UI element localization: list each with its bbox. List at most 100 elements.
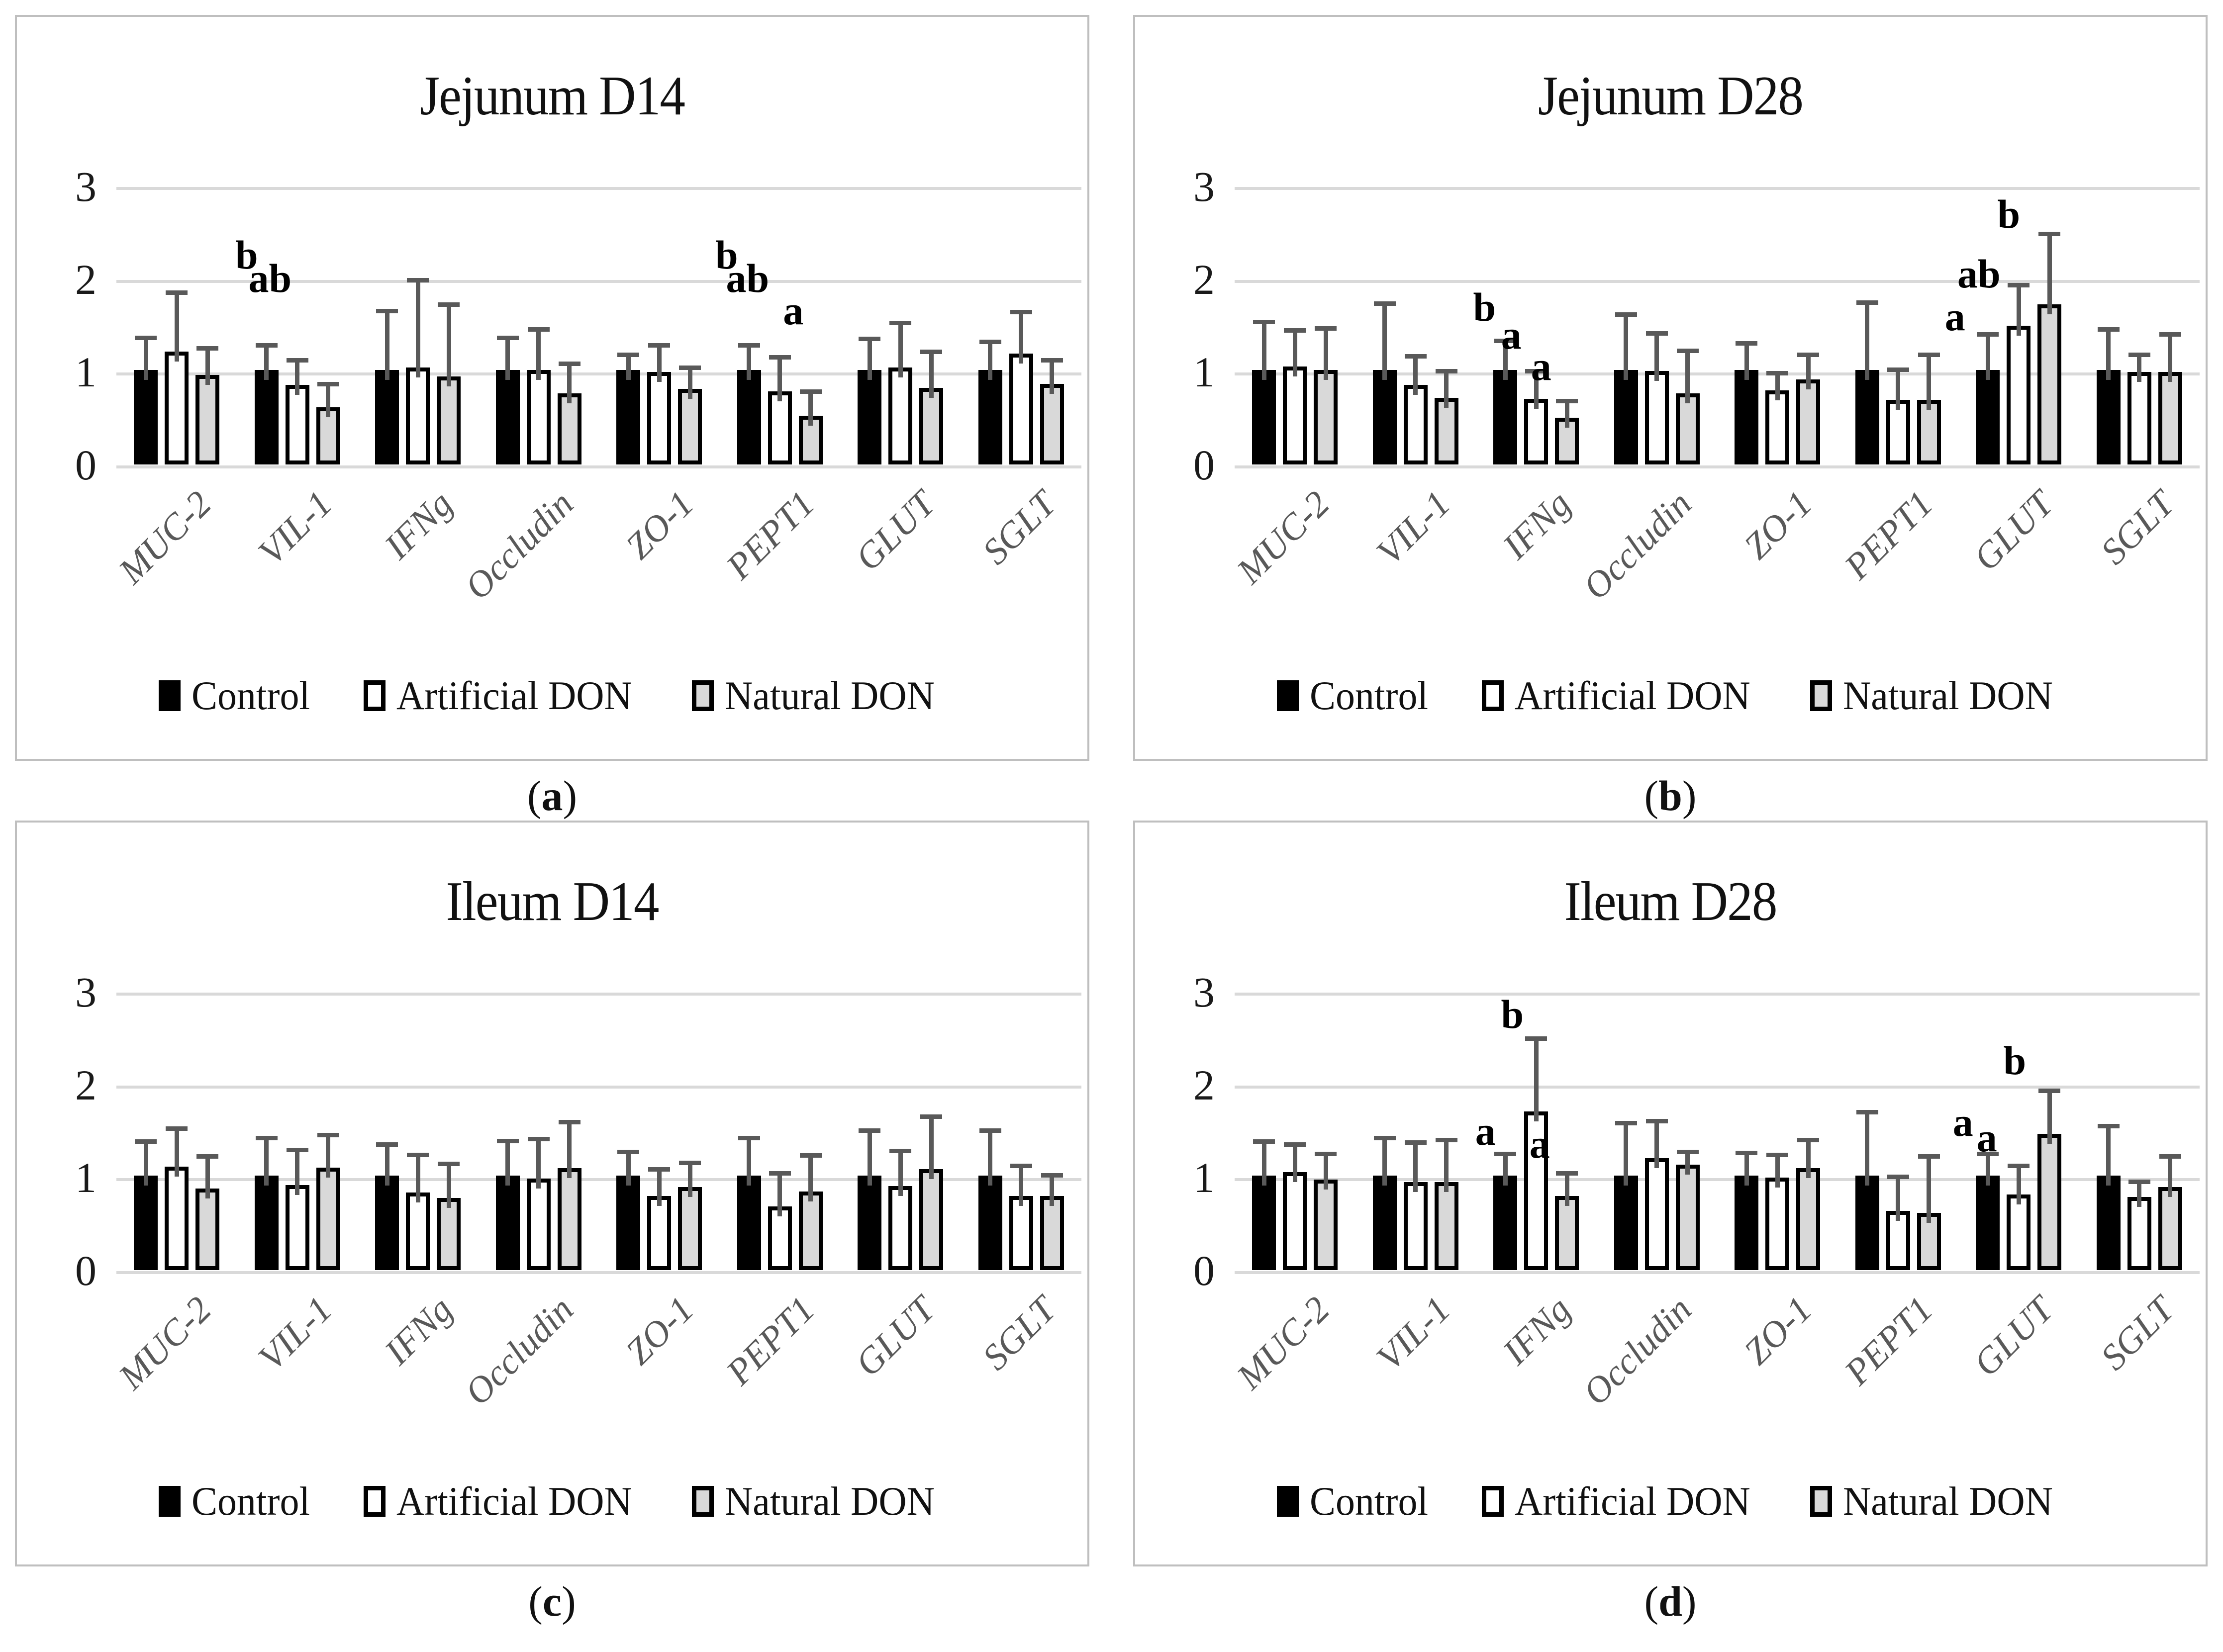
- legend-label-artificial-don: Artificial DON: [1514, 673, 1750, 718]
- bar-artificial-vil-1: [1403, 385, 1428, 464]
- error-bar-stem: [2168, 333, 2173, 382]
- error-bar-stem: [1865, 301, 1870, 380]
- bar-control-muc-2: [134, 370, 158, 464]
- error-bar-cap: [679, 365, 701, 370]
- legend-item-natural-don: Natural DON: [691, 672, 946, 719]
- error-bar-stem: [1744, 1151, 1749, 1186]
- chart-panel-c: Ileum D14 0 1 2 3 MUC-2 VIL-1 IFNg Occludin ZO-1 P…: [15, 821, 1089, 1566]
- error-bar-stem: [808, 390, 813, 426]
- error-bar-stem: [385, 1143, 389, 1186]
- error-bar-stem: [988, 1129, 993, 1186]
- caption-letter: d: [1658, 1577, 1682, 1625]
- significance-letter-ab: ab: [1957, 251, 2001, 296]
- gridline-y0: [1235, 1271, 2200, 1274]
- bar-natural-ifng: [437, 376, 461, 464]
- error-bar-cap: [438, 302, 460, 307]
- significance-letter-ab: ab: [248, 255, 292, 301]
- y-axis-tick-1: 1: [75, 1154, 97, 1202]
- error-bar-stem: [1806, 1138, 1811, 1179]
- bar-natural-vil-1: [1434, 1182, 1458, 1270]
- error-bar-stem: [2106, 1124, 2111, 1186]
- error-bar-stem: [1019, 310, 1024, 364]
- error-bar-stem: [2106, 328, 2111, 380]
- error-bar-cap: [2128, 1179, 2150, 1184]
- bar-natural-zo-1: [1796, 1168, 1821, 1270]
- error-bar-cap: [799, 389, 822, 394]
- error-bar-stem: [1927, 353, 1932, 410]
- bar-control-vil-1: [1372, 1176, 1397, 1270]
- error-bar-cap: [1615, 312, 1637, 317]
- caption-paren: ): [1682, 1577, 1697, 1625]
- gridline-y2: [116, 1085, 1081, 1089]
- bar-natural-muc-2: [195, 374, 220, 464]
- bar-artificial-ifng: [406, 367, 430, 464]
- error-bar-cap: [769, 355, 791, 360]
- error-bar-stem: [1806, 353, 1811, 389]
- y-axis-tick-3: 3: [1193, 162, 1215, 210]
- error-bar-stem: [505, 1139, 510, 1186]
- error-bar-stem: [1624, 313, 1629, 380]
- significance-letter-b: b: [235, 232, 258, 278]
- significance-letter-a: a: [1952, 1099, 1973, 1145]
- error-bar-cap: [1253, 1139, 1275, 1144]
- bar-control-sglt: [2096, 1176, 2121, 1270]
- error-bar-cap: [738, 1135, 760, 1140]
- significance-letter-b: b: [1473, 284, 1496, 330]
- legend-swatch-control: [1277, 680, 1299, 711]
- error-bar-stem: [415, 1153, 420, 1202]
- error-bar-stem: [446, 1163, 451, 1208]
- bar-artificial-occludin: [526, 370, 551, 464]
- significance-letter-b: b: [1501, 991, 1524, 1037]
- caption-paren: (: [527, 772, 542, 820]
- error-bar-cap: [1645, 1119, 1668, 1124]
- legend-item-artificial-don: Artificial DON: [363, 672, 645, 719]
- legend-label-artificial-don: Artificial DON: [1514, 1478, 1750, 1524]
- error-bar-cap: [1315, 1151, 1337, 1156]
- bar-control-occludin: [495, 1176, 520, 1270]
- bar-control-muc-2: [1252, 1176, 1276, 1270]
- significance-letter-a: a: [1529, 1121, 1550, 1167]
- gridline-y3: [1235, 992, 2200, 996]
- error-bar-stem: [385, 309, 389, 380]
- legend-swatch-artificial-don: [363, 1486, 386, 1517]
- error-bar-cap: [920, 350, 943, 355]
- caption-paren: ): [562, 1577, 576, 1625]
- error-bar-stem: [1865, 1110, 1870, 1186]
- error-bar-stem: [264, 1136, 269, 1186]
- bar-natural-pept1: [1917, 400, 1941, 464]
- bar-control-vil-1: [254, 1176, 279, 1270]
- bar-control-occludin: [1614, 370, 1638, 464]
- error-bar-stem: [1775, 1153, 1780, 1188]
- caption-paren: ): [1682, 772, 1697, 820]
- legend-swatch-natural-don: [1810, 1486, 1832, 1517]
- error-bar-cap: [889, 1149, 912, 1154]
- gridline-y1: [1235, 372, 2200, 376]
- error-bar-cap: [1556, 399, 1578, 404]
- error-bar-cap: [2159, 1154, 2181, 1159]
- error-bar-cap: [135, 1139, 157, 1144]
- error-bar-cap: [438, 1162, 460, 1167]
- error-bar-cap: [527, 1136, 550, 1141]
- error-bar-stem: [2137, 353, 2142, 382]
- error-bar-stem: [1985, 333, 1990, 380]
- legend-item-control: Control: [159, 672, 316, 719]
- bar-control-occludin: [1614, 1176, 1638, 1270]
- legend-swatch-natural-don: [691, 1486, 714, 1517]
- gridline-y1: [1235, 1178, 2200, 1182]
- error-bar-stem: [1503, 1152, 1508, 1186]
- error-bar-cap: [196, 346, 219, 351]
- bar-control-zo-1: [1735, 1176, 1759, 1270]
- error-bar-cap: [558, 1120, 580, 1125]
- error-bar-stem: [1685, 1150, 1690, 1175]
- error-bar-stem: [1654, 1120, 1659, 1168]
- error-bar-cap: [1856, 300, 1878, 305]
- y-axis-tick-2: 2: [1193, 255, 1215, 303]
- error-bar-stem: [808, 1154, 813, 1202]
- error-bar-cap: [317, 1133, 339, 1138]
- legend-swatch-natural-don: [1810, 680, 1832, 711]
- bar-artificial-ifng: [1524, 1111, 1548, 1270]
- bar-artificial-occludin: [1644, 371, 1669, 464]
- legend-item-natural-don: Natural DON: [1810, 1478, 2064, 1525]
- caption-paren: (: [1644, 1577, 1659, 1625]
- error-bar-cap: [1525, 1036, 1547, 1041]
